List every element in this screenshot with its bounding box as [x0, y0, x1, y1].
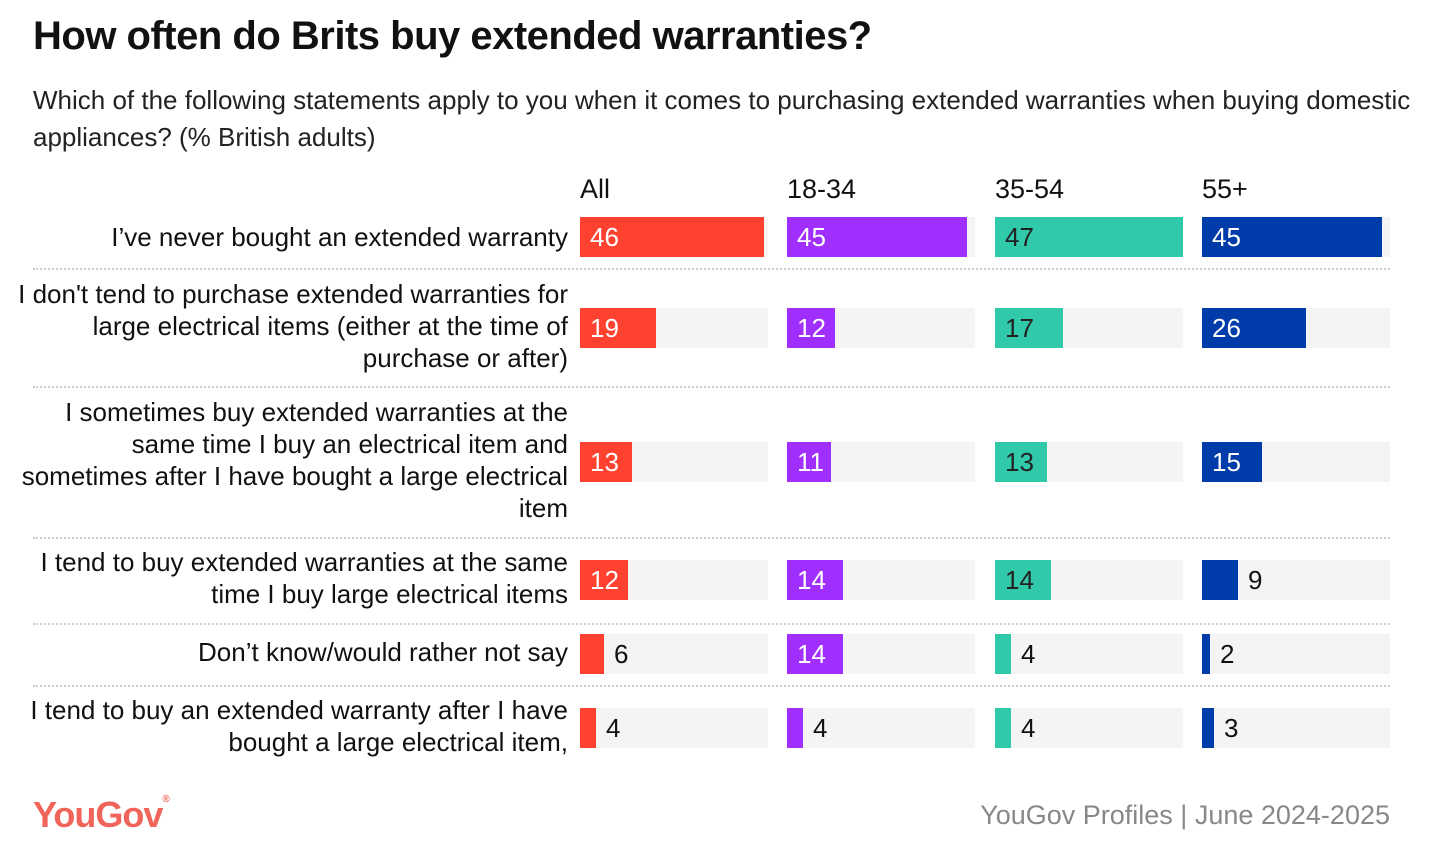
chart-subtitle: Which of the following statements apply …: [33, 85, 1411, 152]
bar: [580, 308, 656, 348]
bar-track: [580, 708, 768, 748]
bar: [580, 708, 596, 748]
row-label: I tend to buy an extended warranty after…: [30, 695, 568, 757]
bar: [787, 217, 967, 257]
bar: [787, 308, 835, 348]
column-header: 55+: [1202, 174, 1248, 204]
row-label: Don’t know/would rather not say: [198, 637, 568, 667]
data-label: 4: [813, 713, 828, 743]
row-label: I sometimes buy extended warranties at t…: [21, 397, 568, 523]
row-label: I’ve never bought an extended warranty: [111, 222, 568, 252]
column-header: 18-34: [787, 174, 857, 204]
row-separator: [33, 386, 1390, 388]
data-label: 11: [797, 447, 824, 477]
row-label: I tend to buy extended warranties at the…: [40, 547, 568, 609]
row-separator: [33, 685, 1390, 687]
data-label: 2: [1220, 639, 1235, 669]
bar: [995, 708, 1011, 748]
data-label: 6: [614, 639, 629, 669]
bar: [1202, 442, 1262, 482]
row-separator: [33, 537, 1390, 539]
bar: [580, 442, 632, 482]
data-label: 47: [1005, 222, 1034, 252]
data-label: 4: [606, 713, 621, 743]
row-separator: [33, 623, 1390, 625]
bar: [787, 560, 843, 600]
data-label: 45: [1212, 222, 1241, 252]
data-label: 4: [1021, 713, 1036, 743]
row-separator: [33, 268, 1390, 270]
bar-track: [1202, 634, 1390, 674]
bar: [1202, 217, 1382, 257]
bar: [995, 442, 1047, 482]
bar-track: [580, 634, 768, 674]
bar-track: [787, 708, 975, 748]
data-label: 13: [590, 447, 619, 477]
source-note: YouGov Profiles | June 2024-2025: [980, 800, 1390, 830]
bar: [787, 708, 803, 748]
row-label: I don't tend to purchase extended warran…: [18, 279, 568, 373]
bar: [580, 634, 604, 674]
data-label: 4: [1021, 639, 1036, 669]
bar-track: [1202, 708, 1390, 748]
data-label: 46: [590, 222, 619, 252]
data-label: 17: [1005, 313, 1034, 343]
bar: [995, 634, 1011, 674]
data-label: 14: [797, 639, 826, 669]
bar-track: [995, 634, 1183, 674]
data-label: 15: [1212, 447, 1241, 477]
bar: [1202, 560, 1238, 600]
data-label: 14: [797, 565, 826, 595]
data-label: 3: [1224, 713, 1239, 743]
bar: [1202, 308, 1306, 348]
bar: [995, 308, 1063, 348]
column-header: All: [580, 174, 611, 204]
data-label: 12: [590, 565, 619, 595]
data-label: 14: [1005, 565, 1034, 595]
bar: [787, 634, 843, 674]
data-label: 45: [797, 222, 826, 252]
data-label: 9: [1248, 565, 1263, 595]
column-header: 35-54: [995, 174, 1065, 204]
bar: [580, 560, 628, 600]
bar-track: [995, 708, 1183, 748]
data-label: 19: [590, 313, 619, 343]
yougov-logo: YouGov®: [33, 794, 170, 835]
data-label: 13: [1005, 447, 1034, 477]
bar: [787, 442, 831, 482]
bar: [1202, 634, 1210, 674]
data-label: 12: [797, 313, 826, 343]
bar: [995, 217, 1183, 257]
bar: [580, 217, 764, 257]
bar: [1202, 708, 1214, 748]
data-label: 26: [1212, 313, 1241, 343]
logo-text: YouGov: [33, 794, 163, 835]
chart-title: How often do Brits buy extended warranti…: [33, 14, 872, 58]
bar: [995, 560, 1051, 600]
